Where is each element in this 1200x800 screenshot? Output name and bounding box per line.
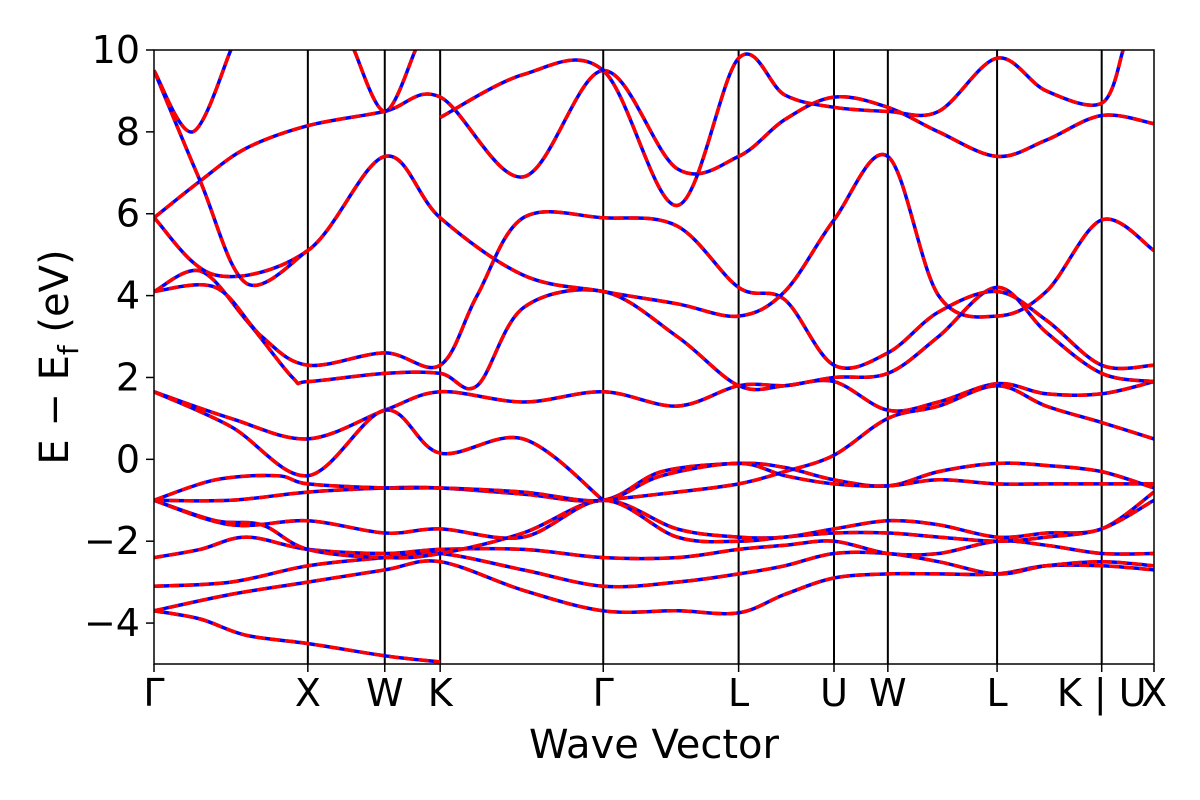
band-line bbox=[154, 68, 1154, 220]
x-tick-label: U bbox=[820, 671, 848, 715]
band-line bbox=[154, 490, 1154, 560]
y-axis-ticks: −4 −2 0 2 4 6 8 10 bbox=[84, 28, 154, 645]
x-tick-label: W bbox=[366, 671, 404, 715]
x-tick-label: K bbox=[428, 671, 454, 715]
x-axis-label: Wave Vector bbox=[529, 722, 780, 768]
y-tick-label: −4 bbox=[84, 601, 140, 645]
band-line bbox=[439, 50, 1125, 208]
y-tick-label: −2 bbox=[84, 519, 140, 563]
band-line bbox=[154, 609, 441, 664]
y-tick-label: 4 bbox=[116, 274, 140, 318]
band-line bbox=[154, 390, 605, 502]
x-tick-label: Γ bbox=[593, 671, 614, 715]
band-line bbox=[154, 498, 1154, 544]
y-tick-label: 6 bbox=[116, 192, 140, 236]
x-tick-label: W bbox=[869, 671, 907, 715]
y-axis-label-main: E − E bbox=[32, 355, 78, 465]
svg-text:E − Ef (eV): E − Ef (eV) bbox=[32, 249, 85, 464]
y-tick-label: 10 bbox=[92, 28, 140, 72]
x-tick-label: Γ bbox=[143, 671, 164, 715]
y-tick-label: 2 bbox=[116, 355, 140, 399]
band-line bbox=[154, 559, 1154, 616]
x-tick-label: L bbox=[986, 671, 1007, 715]
y-axis-label: E − Ef (eV) bbox=[32, 249, 85, 464]
y-axis-label-unit: (eV) bbox=[32, 249, 78, 345]
band-line bbox=[154, 210, 1154, 371]
band-line bbox=[154, 550, 1154, 589]
band-line bbox=[154, 461, 1154, 503]
plot-frame bbox=[153, 49, 1155, 665]
band-line bbox=[352, 50, 418, 114]
x-tick-label: X bbox=[295, 671, 321, 715]
x-tick-label: X bbox=[1141, 671, 1167, 715]
y-axis-label-subscript: f bbox=[52, 344, 85, 355]
band-line bbox=[154, 268, 1154, 392]
band-line bbox=[603, 383, 1154, 503]
y-tick-label: 8 bbox=[116, 110, 140, 154]
high-symmetry-lines bbox=[306, 50, 1103, 664]
band-line bbox=[154, 378, 1154, 441]
band-line bbox=[154, 50, 233, 134]
band-line bbox=[154, 152, 1154, 319]
y-tick-label: 0 bbox=[116, 437, 140, 481]
band-lines bbox=[154, 50, 1154, 664]
band-line bbox=[154, 69, 309, 288]
plot-background bbox=[154, 50, 1154, 664]
x-tick-label: K | U bbox=[1057, 671, 1147, 716]
x-tick-label: L bbox=[728, 671, 749, 715]
